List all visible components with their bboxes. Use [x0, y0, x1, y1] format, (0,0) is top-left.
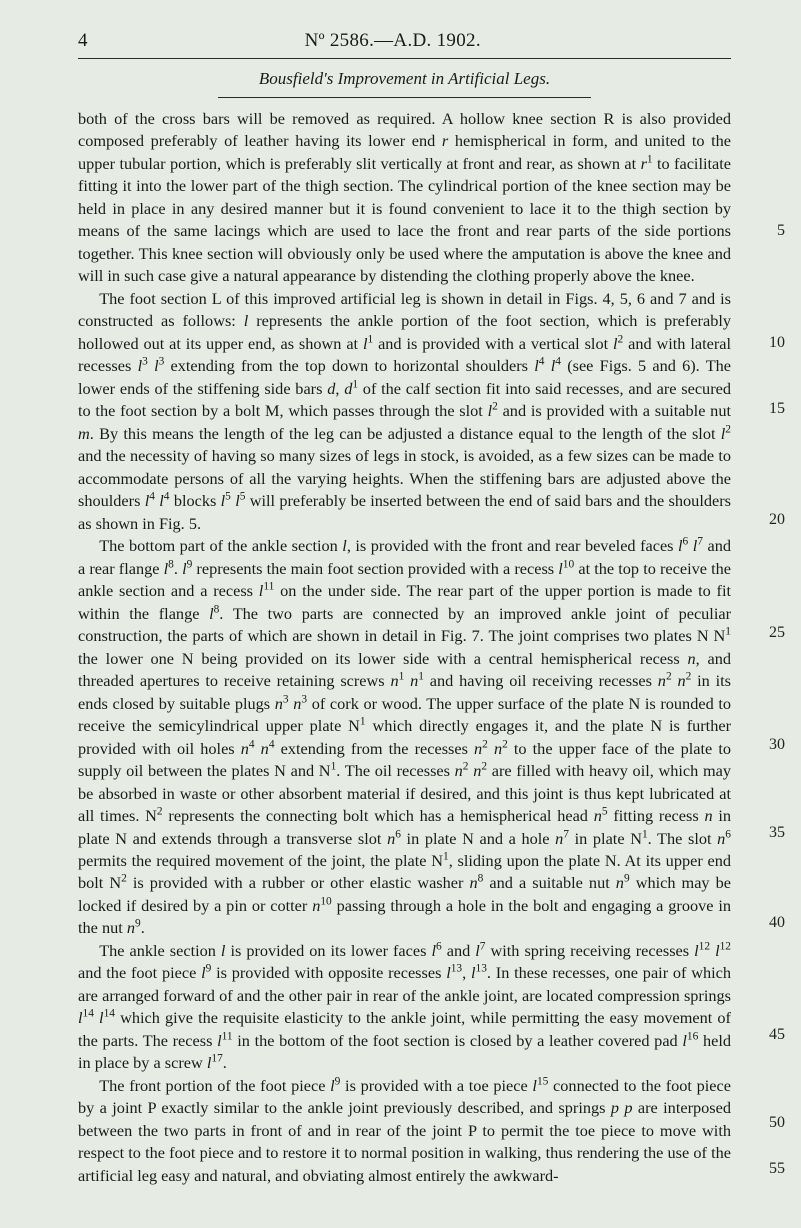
subtitle-rule [218, 97, 590, 98]
margin-line-number: 40 [755, 914, 785, 932]
margin-line-number: 30 [755, 736, 785, 754]
page-header: 4 Nº 2586.—A.D. 1902. [78, 30, 731, 52]
margin-line-number: 10 [755, 334, 785, 352]
page-number: 4 [78, 30, 108, 52]
margin-line-number: 35 [755, 824, 785, 842]
margin-line-number: 5 [755, 222, 785, 240]
margin-line-number: 45 [755, 1026, 785, 1044]
margin-line-number: 15 [755, 400, 785, 418]
body-paragraph: The foot section L of this improved arti… [78, 288, 731, 535]
body-paragraph: The front portion of the foot piece l9 i… [78, 1075, 731, 1187]
body-paragraph: The ankle section l is provided on its l… [78, 940, 731, 1075]
margin-line-number: 55 [755, 1160, 785, 1178]
body-text: both of the cross bars will be removed a… [78, 108, 731, 1187]
body-paragraph: The bottom part of the ankle section l, … [78, 535, 731, 940]
margin-line-number: 50 [755, 1114, 785, 1132]
body-paragraph: both of the cross bars will be removed a… [78, 108, 731, 288]
document-subtitle: Bousfield's Improvement in Artificial Le… [78, 69, 731, 89]
page: 4 Nº 2586.—A.D. 1902. Bousfield's Improv… [0, 0, 801, 1227]
margin-line-number: 25 [755, 624, 785, 642]
header-rule [78, 58, 731, 59]
document-number: Nº 2586.—A.D. 1902. [113, 30, 673, 52]
margin-line-number: 20 [755, 511, 785, 529]
